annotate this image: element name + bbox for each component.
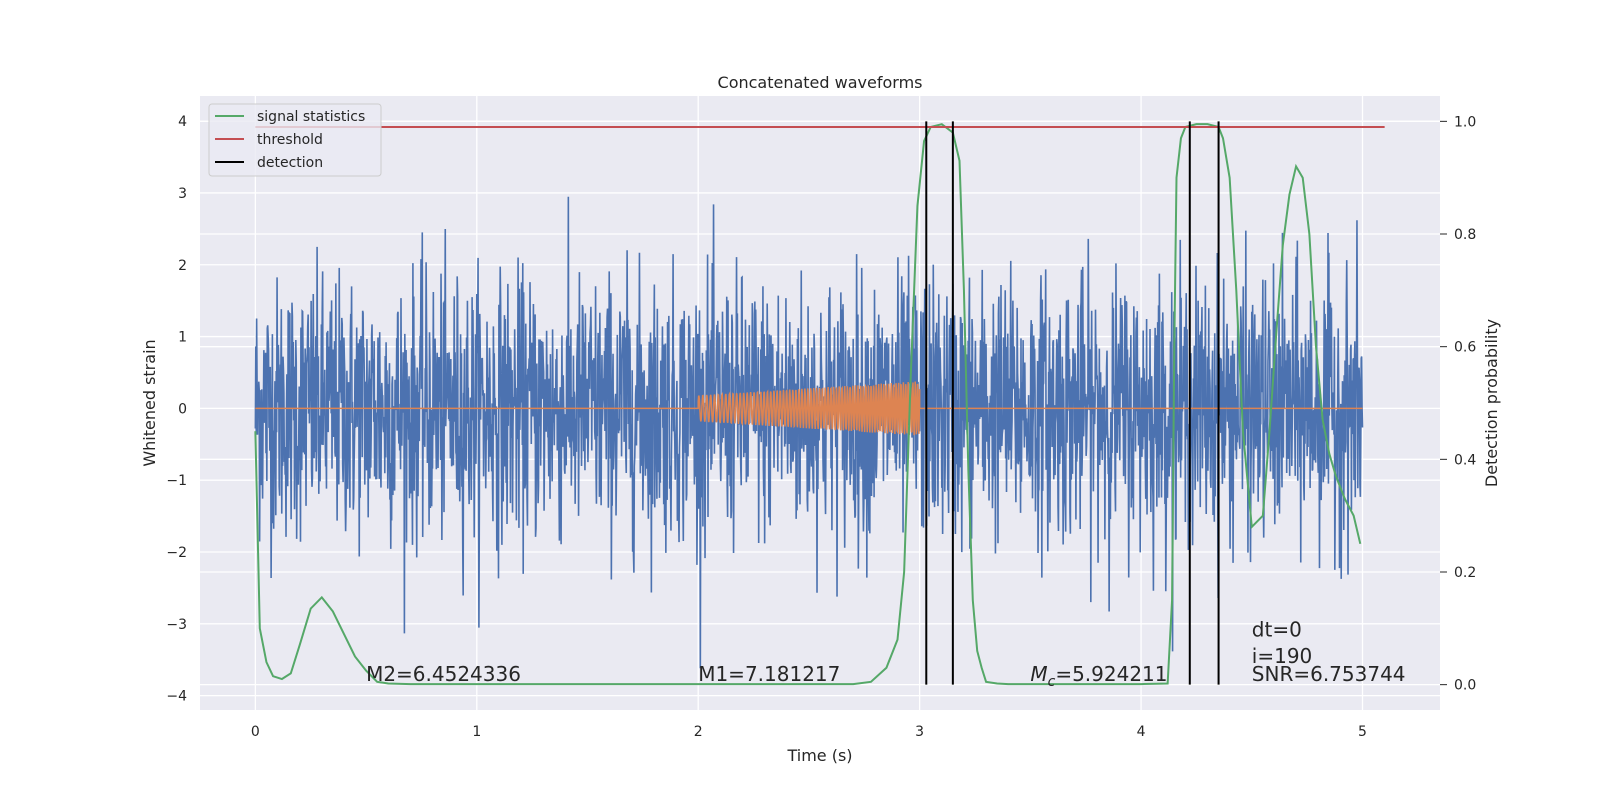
x-axis-title: Time (s) [786, 746, 852, 765]
y2-axis-title: Detection probability [1482, 319, 1501, 487]
x-tick-label: 3 [915, 724, 924, 740]
y2-tick-label: 1.0 [1454, 114, 1476, 130]
y-tick-label: 1 [178, 330, 187, 346]
y2-tick-label: 0.2 [1454, 565, 1476, 581]
signal-statistics-line [254, 123, 1362, 686]
x-tick-label: 1 [472, 724, 481, 740]
legend-label-detection: detection [257, 155, 323, 171]
plot-area [254, 121, 1385, 686]
y-tick-label: 2 [178, 258, 187, 274]
annotations: M2=6.4524336 M1=7.181217 Mc=5.924211 dt=0i=… [366, 618, 1405, 691]
x-tick-label: 2 [694, 724, 703, 740]
annotation-text: SNR=6.753744 [1252, 662, 1406, 686]
y-tick-label: −1 [166, 473, 187, 489]
y-tick-label: −2 [166, 545, 187, 561]
y-tick-label: −3 [166, 617, 187, 633]
y2-tick-label: 0.8 [1454, 227, 1476, 243]
annotation-text: i=190 [1252, 644, 1313, 668]
axes: 0 1 2 3 4 5 −4 −3 −2 −1 0 1 2 3 4 0.0 0.2 0.4 0.6 0.8 1.0 [166, 114, 1476, 740]
annotation-text: dt=0 [1252, 618, 1302, 642]
annotation-text: M1=7.181217 [698, 662, 840, 686]
annotation-text: M2=6.4524336 [366, 662, 521, 686]
x-tick-label: 4 [1137, 724, 1146, 740]
chart-title: Concatenated waveforms [718, 73, 923, 92]
y-tick-label: 3 [178, 186, 187, 202]
injected-chirp-line [255, 381, 1363, 436]
y-axis-title: Whitened strain [140, 339, 159, 466]
legend-label-threshold: threshold [257, 132, 323, 148]
y-tick-label: −4 [166, 689, 187, 705]
x-tick-label: 0 [251, 724, 260, 740]
legend-label-signal-statistics: signal statistics [257, 109, 365, 125]
y-tick-label: 0 [178, 401, 187, 417]
y2-tick-label: 0.0 [1454, 678, 1476, 694]
legend: signal statistics threshold detection [208, 103, 382, 177]
annotation-text: Mc=5.924211 [1030, 662, 1167, 690]
y2-tick-label: 0.6 [1454, 340, 1476, 356]
x-tick-label: 5 [1358, 724, 1367, 740]
y-tick-label: 4 [178, 114, 187, 130]
y2-tick-label: 0.4 [1454, 452, 1476, 468]
legend-box [208, 103, 382, 177]
